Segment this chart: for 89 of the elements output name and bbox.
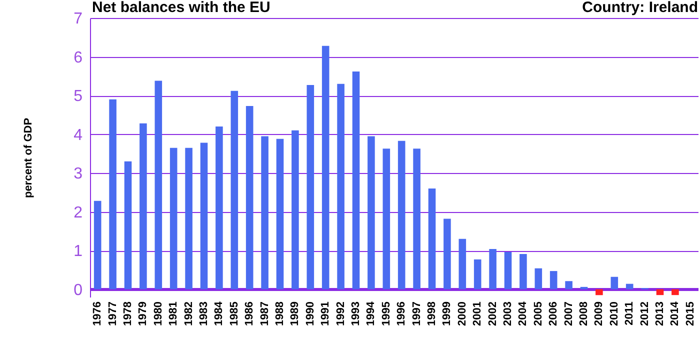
- chart-subtitle: Country: Ireland: [582, 0, 698, 16]
- x-tick-label: 2001: [472, 302, 484, 326]
- x-tick-label: 2012: [638, 302, 651, 326]
- x-tick-label: 2013: [654, 302, 666, 326]
- bar: [216, 126, 223, 290]
- x-tick-label: 1989: [289, 302, 302, 326]
- x-tick-label: 1986: [244, 302, 256, 326]
- x-tick-label: 1985: [228, 302, 240, 326]
- x-tick-label: 1994: [365, 300, 378, 326]
- bar: [94, 200, 102, 290]
- y-tick-label: 3: [74, 166, 83, 182]
- x-tick-label: 1993: [350, 302, 362, 326]
- bar: [489, 248, 496, 290]
- bar: [276, 138, 284, 290]
- x-tick-label: 2003: [502, 302, 514, 326]
- x-tick-label: 1978: [122, 302, 134, 326]
- bar: [413, 148, 420, 290]
- x-tick-label: 1976: [92, 302, 104, 326]
- bar: [124, 161, 132, 290]
- bar: [444, 218, 451, 290]
- x-tick-label: 2010: [608, 302, 620, 326]
- x-tick-label: 1981: [168, 302, 180, 326]
- x-tick-label: 1982: [182, 302, 195, 326]
- bar: [261, 136, 268, 290]
- bar: [626, 284, 634, 290]
- bar: [368, 136, 375, 290]
- x-tick-label: 1997: [410, 302, 423, 326]
- x-tick-label: 2007: [562, 302, 575, 326]
- x-tick-label: 1983: [198, 302, 210, 326]
- bar: [520, 254, 527, 290]
- bar: [306, 85, 314, 290]
- x-tick-label: 2014: [669, 300, 682, 326]
- bar: [170, 148, 178, 290]
- x-tick-label: 1977: [106, 302, 119, 326]
- bar: [610, 276, 618, 290]
- x-tick-label: 1991: [320, 302, 332, 326]
- bar: [656, 289, 664, 296]
- y-tick-label: 1: [74, 243, 83, 260]
- x-tick-label: 2000: [456, 302, 468, 326]
- y-tick-label: 5: [74, 88, 83, 105]
- x-tick-label: 1988: [274, 302, 286, 326]
- bar: [382, 148, 390, 290]
- x-tick-label: 1995: [380, 302, 392, 326]
- x-tick-label: 1987: [258, 302, 271, 326]
- bar: [140, 123, 147, 290]
- bar: [458, 238, 466, 290]
- x-tick-label: 1998: [426, 302, 438, 326]
- bar: [292, 130, 299, 290]
- bar: [154, 80, 162, 290]
- x-tick-label: 1979: [137, 302, 150, 326]
- y-tick-label: 4: [74, 126, 83, 144]
- x-tick-label: 1999: [441, 302, 454, 326]
- y-tick-label: 2: [74, 204, 83, 222]
- y-tick-label: 7: [74, 10, 83, 28]
- bar: [322, 46, 330, 290]
- bar: [246, 106, 254, 290]
- bar: [474, 259, 482, 290]
- bar: [185, 148, 192, 290]
- bar: [672, 289, 679, 296]
- bar: [565, 281, 572, 290]
- bar: [109, 99, 116, 290]
- bar: [352, 71, 360, 290]
- bar: [398, 140, 406, 290]
- x-tick-label: 2004: [517, 300, 530, 326]
- x-tick-label: 1992: [334, 302, 347, 326]
- bar: [200, 142, 208, 290]
- x-tick-label: 1996: [396, 302, 408, 326]
- x-tick-label: 1984: [213, 300, 226, 326]
- bar: [550, 271, 558, 290]
- x-tick-label: 2015: [684, 302, 696, 326]
- x-tick-label: 1990: [304, 302, 316, 326]
- x-tick-label: 1980: [152, 302, 164, 326]
- bar: [504, 252, 512, 290]
- x-tick-label: 2005: [532, 302, 544, 326]
- y-tick-label: 6: [74, 49, 83, 66]
- bar: [596, 289, 603, 296]
- bar: [534, 268, 542, 290]
- y-axis-title: percent of GDP: [22, 118, 35, 198]
- x-tick-label: 2011: [624, 302, 636, 326]
- x-tick-label: 2006: [548, 302, 560, 326]
- chart-title: Net balances with the EU: [92, 0, 270, 16]
- y-tick-label: 0: [74, 282, 83, 299]
- bar: [428, 188, 436, 290]
- bar: [230, 90, 238, 290]
- x-tick-label: 2002: [486, 302, 499, 326]
- x-tick-label: 2009: [593, 302, 606, 326]
- x-tick-label: 2008: [578, 302, 590, 326]
- bar: [580, 286, 588, 290]
- bar: [337, 84, 344, 290]
